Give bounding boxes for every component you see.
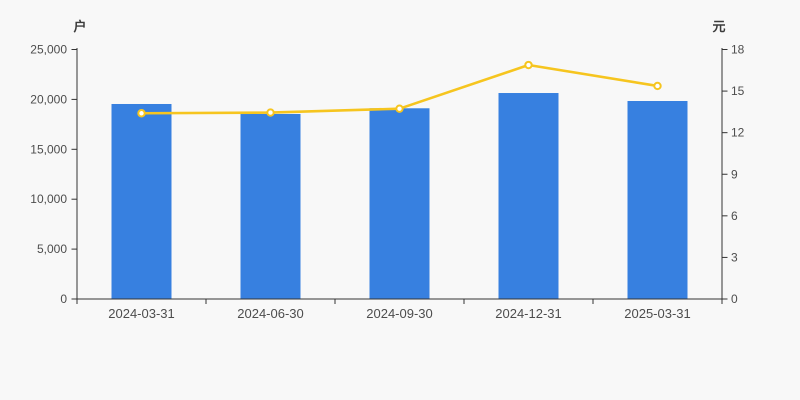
right-axis-unit-label: 元 [712, 19, 725, 34]
x-axis-category-label: 2024-03-31 [108, 306, 175, 321]
bar-2024-12-31 [498, 93, 559, 299]
right-axis-tick-label: 15 [731, 84, 745, 98]
bar-2024-03-31 [111, 103, 172, 299]
axes-layer: 0 5,000 10,000 15,000 20,000 25,000 0 3 6 9 12 15 18… [30, 43, 744, 322]
right-axis-tick-label: 6 [731, 209, 738, 223]
x-axis-category-label: 2024-12-31 [495, 306, 562, 321]
line-point-2024-09-30 [395, 104, 404, 113]
left-axis-unit-label: 户 [73, 19, 86, 34]
left-axis-tick-label: 15,000 [30, 142, 67, 156]
left-axis-tick-label: 5,000 [37, 242, 67, 256]
bar-2024-09-30 [369, 108, 430, 300]
right-axis-tick-label: 18 [731, 43, 745, 57]
bar-2024-06-30 [240, 113, 301, 300]
right-axis-tick-label: 0 [731, 292, 738, 306]
x-axis-category-label: 2024-09-30 [366, 306, 433, 321]
line-point-2024-06-30 [266, 108, 275, 117]
bars-layer [111, 93, 688, 300]
line-point-2024-03-31 [137, 109, 146, 118]
line-series-layer [137, 60, 662, 118]
line-point-2024-12-31 [524, 60, 533, 70]
left-axis-tick-label: 10,000 [30, 192, 67, 206]
left-axis-tick-label: 20,000 [30, 92, 67, 106]
right-axis-tick-label: 9 [731, 167, 738, 181]
right-axis-tick-label: 12 [731, 126, 745, 140]
bar-2025-03-31 [627, 100, 688, 300]
left-axis-tick-label: 25,000 [30, 43, 67, 57]
left-axis-tick-label: 0 [60, 292, 67, 306]
x-axis-category-label: 2025-03-31 [624, 306, 691, 321]
right-axis-tick-label: 3 [731, 250, 738, 264]
line-point-2025-03-31 [653, 81, 662, 91]
x-axis-category-label: 2024-06-30 [237, 306, 304, 321]
